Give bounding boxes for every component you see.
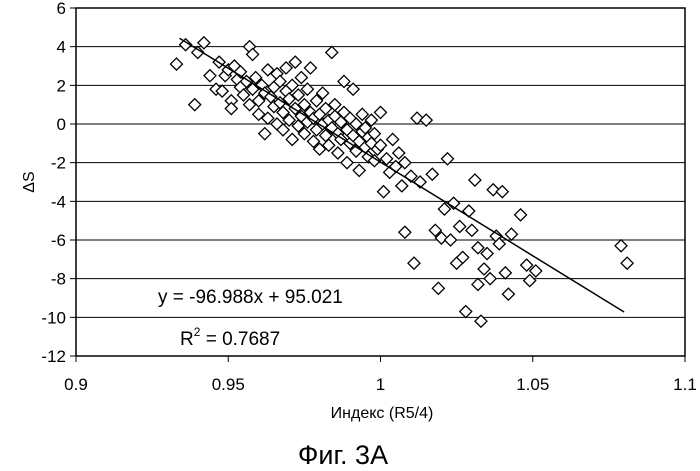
data-point	[484, 273, 496, 285]
x-tick-label: 0.95	[212, 375, 245, 394]
data-point	[515, 209, 527, 221]
data-point	[204, 70, 216, 82]
data-point	[524, 275, 536, 287]
data-point	[170, 58, 182, 70]
data-point	[496, 186, 508, 198]
data-point	[463, 205, 475, 217]
data-point	[326, 46, 338, 58]
y-tick-label: 0	[57, 115, 66, 134]
data-point	[295, 72, 307, 84]
data-point	[502, 288, 514, 300]
data-point	[189, 99, 201, 111]
data-points	[170, 37, 633, 327]
y-tick-label: 6	[57, 0, 66, 18]
data-point	[460, 306, 472, 318]
data-point	[304, 62, 316, 74]
r-squared: R2 = 0.7687	[180, 325, 280, 350]
data-point	[286, 133, 298, 145]
data-point	[621, 257, 633, 269]
data-point	[378, 186, 390, 198]
data-point	[615, 240, 627, 252]
data-point	[499, 267, 511, 279]
y-tick-label: -10	[41, 308, 66, 327]
y-tick-label: -2	[51, 154, 66, 173]
y-tick-label: -6	[51, 231, 66, 250]
data-point	[505, 228, 517, 240]
data-point	[259, 128, 271, 140]
data-point	[332, 147, 344, 159]
figure-caption: Фиг. 3А	[298, 440, 388, 470]
axis-ticks: 6 4 2 0 -2 -4 -6 -8 -10 -12 0.9 0.95 1 1.05 1.1	[41, 0, 696, 394]
data-point	[399, 226, 411, 238]
y-tick-label: 2	[57, 76, 66, 95]
data-point	[432, 282, 444, 294]
data-point	[393, 147, 405, 159]
data-point	[472, 278, 484, 290]
trend-equation: y = -96.988x + 95.021	[158, 287, 343, 308]
x-axis-label: Индекс (R5/4)	[331, 405, 434, 422]
gridlines	[76, 47, 685, 318]
y-tick-label: -12	[41, 347, 66, 366]
y-tick-label: 4	[57, 38, 66, 57]
x-tick-label: 1.1	[673, 375, 697, 394]
x-tick-label: 1.05	[516, 375, 549, 394]
data-point	[387, 133, 399, 145]
data-point	[375, 106, 387, 118]
data-point	[478, 263, 490, 275]
data-point	[353, 164, 365, 176]
y-tick-label: -4	[51, 192, 66, 211]
trend-line	[180, 38, 625, 312]
data-point	[408, 257, 420, 269]
data-point	[469, 174, 481, 186]
y-tick-label: -8	[51, 270, 66, 289]
data-point	[445, 234, 457, 246]
data-point	[426, 168, 438, 180]
x-tick-label: 1	[376, 375, 385, 394]
data-point	[341, 157, 353, 169]
x-tick-label: 0.9	[64, 375, 88, 394]
data-point	[396, 180, 408, 192]
data-point	[454, 220, 466, 232]
data-point	[225, 103, 237, 115]
data-point	[466, 224, 478, 236]
y-axis-label: ΔS	[21, 171, 38, 192]
